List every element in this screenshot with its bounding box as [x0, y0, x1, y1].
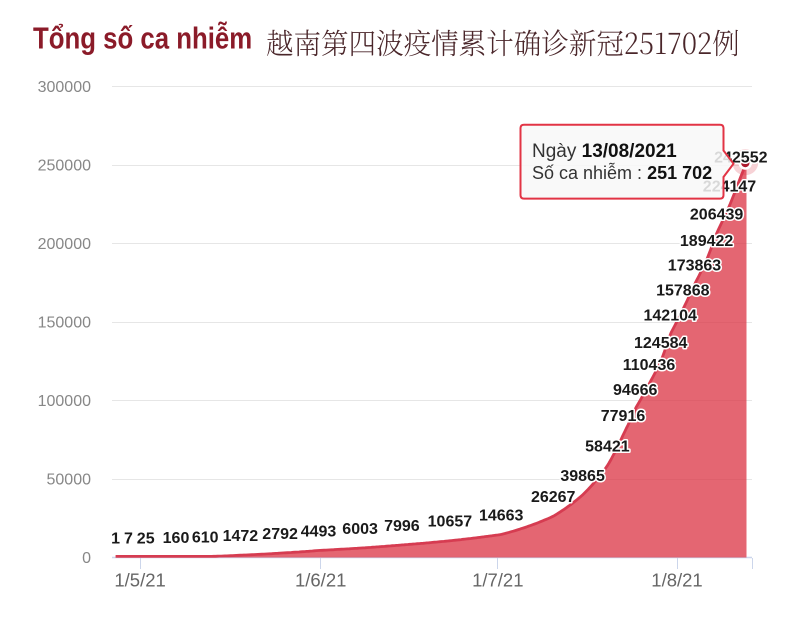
- svg-text:300000: 300000: [38, 79, 91, 96]
- svg-text:160: 160: [163, 530, 190, 547]
- svg-text:173863: 173863: [668, 257, 721, 274]
- svg-text:2792: 2792: [262, 526, 298, 543]
- svg-text:58421: 58421: [585, 439, 630, 456]
- svg-text:610: 610: [192, 529, 219, 546]
- svg-text:39865: 39865: [560, 468, 605, 485]
- svg-text:14663: 14663: [479, 507, 524, 524]
- svg-text:189422: 189422: [680, 233, 733, 250]
- svg-text:1/5/21: 1/5/21: [114, 570, 165, 591]
- svg-text:124584: 124584: [634, 335, 687, 352]
- svg-text:1/8/21: 1/8/21: [651, 570, 702, 591]
- svg-text:Số ca nhiễm : 251 702: Số ca nhiễm : 251 702: [532, 162, 712, 183]
- svg-text:110436: 110436: [623, 357, 676, 374]
- svg-text:0: 0: [82, 550, 91, 567]
- svg-text:1/7/21: 1/7/21: [472, 570, 523, 591]
- svg-text:100000: 100000: [38, 393, 91, 410]
- svg-text:1472: 1472: [223, 528, 259, 545]
- svg-text:10657: 10657: [428, 514, 473, 531]
- svg-text:50000: 50000: [47, 472, 92, 489]
- svg-text:Ngày 13/08/2021: Ngày 13/08/2021: [532, 141, 677, 162]
- svg-text:1/6/21: 1/6/21: [295, 570, 346, 591]
- svg-text:200000: 200000: [38, 236, 91, 253]
- svg-text:7: 7: [124, 530, 133, 547]
- svg-text:Tổng số ca nhiễm: Tổng số ca nhiễm: [33, 21, 252, 56]
- svg-text:94666: 94666: [613, 382, 658, 399]
- svg-text:77916: 77916: [601, 408, 646, 425]
- svg-text:26267: 26267: [531, 489, 576, 506]
- svg-text:6003: 6003: [342, 521, 378, 538]
- svg-text:142104: 142104: [644, 307, 697, 324]
- svg-text:206439: 206439: [690, 206, 743, 223]
- svg-text:250000: 250000: [38, 158, 91, 175]
- svg-text:157868: 157868: [656, 283, 709, 300]
- svg-text:7996: 7996: [384, 518, 420, 535]
- svg-text:25: 25: [137, 530, 155, 547]
- svg-text:1: 1: [111, 530, 120, 547]
- svg-text:150000: 150000: [38, 315, 91, 332]
- svg-text:4493: 4493: [301, 523, 337, 540]
